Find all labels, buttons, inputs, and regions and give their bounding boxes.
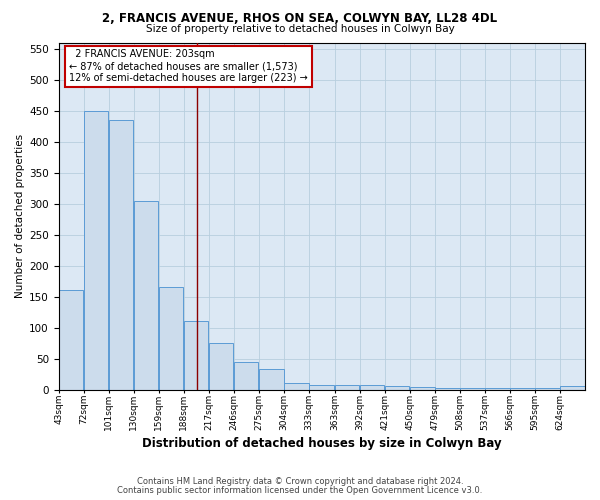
- Bar: [309, 384, 334, 390]
- Text: Size of property relative to detached houses in Colwyn Bay: Size of property relative to detached ho…: [146, 24, 454, 34]
- Bar: [59, 290, 83, 390]
- Bar: [485, 388, 509, 390]
- Bar: [134, 200, 158, 390]
- Bar: [535, 388, 560, 390]
- Bar: [109, 120, 133, 390]
- Y-axis label: Number of detached properties: Number of detached properties: [15, 134, 25, 298]
- Bar: [410, 387, 434, 390]
- Text: 2 FRANCIS AVENUE: 203sqm
← 87% of detached houses are smaller (1,573)
12% of sem: 2 FRANCIS AVENUE: 203sqm ← 87% of detach…: [69, 50, 308, 82]
- Bar: [510, 388, 535, 390]
- Bar: [335, 384, 359, 390]
- Bar: [234, 362, 259, 390]
- Bar: [84, 110, 109, 390]
- Bar: [259, 369, 284, 390]
- Bar: [209, 343, 233, 390]
- Text: Contains HM Land Registry data © Crown copyright and database right 2024.: Contains HM Land Registry data © Crown c…: [137, 477, 463, 486]
- Bar: [159, 288, 184, 390]
- Bar: [184, 322, 208, 390]
- Text: Contains public sector information licensed under the Open Government Licence v3: Contains public sector information licen…: [118, 486, 482, 495]
- Bar: [560, 386, 584, 390]
- Text: 2, FRANCIS AVENUE, RHOS ON SEA, COLWYN BAY, LL28 4DL: 2, FRANCIS AVENUE, RHOS ON SEA, COLWYN B…: [103, 12, 497, 26]
- Bar: [360, 385, 385, 390]
- Bar: [460, 388, 485, 390]
- Bar: [385, 386, 409, 390]
- Bar: [284, 384, 308, 390]
- X-axis label: Distribution of detached houses by size in Colwyn Bay: Distribution of detached houses by size …: [142, 437, 502, 450]
- Bar: [435, 388, 460, 390]
